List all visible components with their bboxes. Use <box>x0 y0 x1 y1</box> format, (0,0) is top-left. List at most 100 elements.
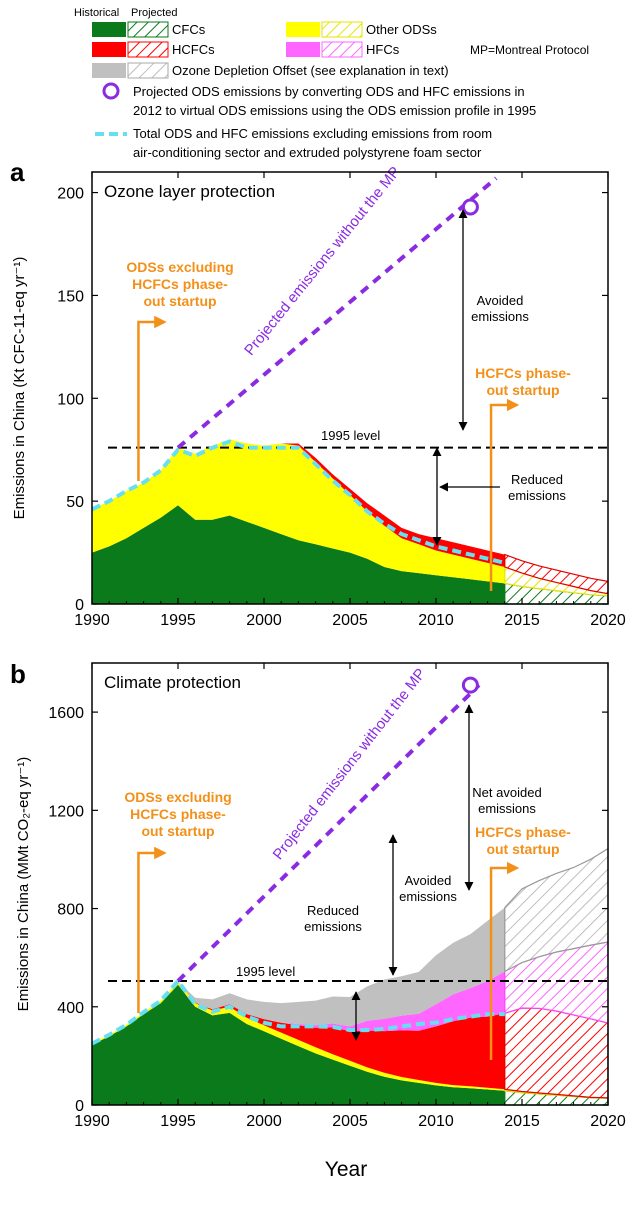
legend-total-line1: Total ODS and HFC emissions excluding em… <box>133 126 492 141</box>
panel-title: Ozone layer protection <box>104 182 275 201</box>
legend-header-projected: Projected <box>131 7 177 19</box>
area-hcfcs-historical <box>92 981 505 1090</box>
x-tick-label: 1995 <box>160 1113 196 1130</box>
x-tick-label: 2005 <box>332 612 368 629</box>
legend-label-hfcs: HFCs <box>366 42 400 57</box>
legend-swatch-offset-projected <box>127 62 169 79</box>
y-tick-label: 800 <box>57 902 84 919</box>
projected-line <box>176 176 498 450</box>
y-axis-label: Emissions in China (Kt CFC-11-eq yr⁻¹) <box>11 257 28 520</box>
avoided-emissions-label: Avoided <box>405 873 452 888</box>
x-axis-label: Year <box>325 1158 367 1181</box>
y-tick-label: 1200 <box>48 803 84 820</box>
panel-title: Climate protection <box>104 673 241 692</box>
legend-swatch-other-historical <box>286 22 320 37</box>
area-hfcs-historical <box>92 971 505 1044</box>
total-excluding-line <box>91 977 505 1046</box>
legend-swatch-hfcs-projected <box>321 41 363 58</box>
x-tick-label: 2020 <box>590 1113 626 1130</box>
phaseout-label: ODSs excluding <box>124 789 231 805</box>
y-tick-label: 0 <box>75 1098 84 1115</box>
phaseout-label: HCFCs phase- <box>475 824 571 840</box>
phaseout-label: HCFCs phase- <box>130 806 226 822</box>
legend-label-cfcs: CFCs <box>172 22 206 37</box>
legend-swatch-cfcs-historical <box>92 22 126 37</box>
y-tick-label: 100 <box>57 391 84 408</box>
avoided-emissions-label: emissions <box>399 889 457 904</box>
x-tick-label: 2020 <box>590 612 626 629</box>
x-tick-label: 1990 <box>74 612 110 629</box>
legend-swatch-offset-historical <box>92 63 126 78</box>
legend-projected-marker <box>102 82 120 100</box>
area-cfcs-historical <box>92 984 505 1105</box>
projected-marker <box>461 676 479 694</box>
x-tick-label: 2005 <box>332 1113 368 1130</box>
phaseout-label: out startup <box>143 293 216 309</box>
phaseout-arrow <box>137 846 167 1013</box>
x-tick-label: 2000 <box>246 612 282 629</box>
legend-total-line2: air-conditioning sector and extruded pol… <box>133 145 482 160</box>
y-tick-label: 200 <box>57 186 84 203</box>
reduced-emissions-label: Reduced <box>511 472 563 487</box>
x-tick-label: 1995 <box>160 612 196 629</box>
panel-b-plot: 1995 level Projected emissions without th… <box>15 662 626 1130</box>
phaseout-label: out startup <box>141 823 214 839</box>
legend-header-historical: Historical <box>74 7 119 19</box>
projected-marker <box>461 198 479 216</box>
y-tick-label: 0 <box>75 597 84 614</box>
phaseout-label: HCFCs phase- <box>132 276 228 292</box>
legend-swatch-other-projected <box>321 21 363 38</box>
legend-swatch-hfcs-historical <box>286 42 320 57</box>
legend-projected-line2: 2012 to virtual ODS emissions using the … <box>133 103 536 118</box>
legend-label-other-odss: Other ODSs <box>366 22 437 37</box>
net-avoided-emissions-label: emissions <box>478 801 536 816</box>
legend-projected-line1: Projected ODS emissions by converting OD… <box>133 84 525 99</box>
projected-line-label: Projected emissions without the MP <box>270 665 430 863</box>
phaseout-label: HCFCs phase- <box>475 365 571 381</box>
legend-label-hcfcs: HCFCs <box>172 42 215 57</box>
panel-b-letter: b <box>10 659 26 689</box>
legend-swatch-hcfcs-historical <box>92 42 126 57</box>
x-tick-label: 2015 <box>504 1113 540 1130</box>
x-tick-label: 1990 <box>74 1113 110 1130</box>
y-tick-label: 50 <box>66 494 84 511</box>
panel-a-letter: a <box>10 157 25 187</box>
phaseout-arrow <box>489 861 520 1060</box>
legend-swatch-cfcs-projected <box>127 21 169 38</box>
legend: Historical Projected CFCs HCFCs Ozone De… <box>74 7 589 160</box>
x-tick-label: 2015 <box>504 612 540 629</box>
legend-mp-note: MP=Montreal Protocol <box>470 43 589 57</box>
x-tick-label: 2010 <box>418 1113 454 1130</box>
reduced-emissions-label: emissions <box>304 919 362 934</box>
net-avoided-emissions-label: Net avoided <box>472 785 541 800</box>
y-tick-label: 1600 <box>48 705 84 722</box>
y-tick-label: 150 <box>57 288 84 305</box>
legend-label-offset: Ozone Depletion Offset (see explanation … <box>172 63 449 78</box>
y-axis-label: Emissions in China (MMt CO₂-eq yr⁻¹) <box>15 757 32 1012</box>
avoided-emissions-label: Avoided <box>477 293 524 308</box>
area-cfcs-historical <box>92 505 505 604</box>
x-tick-label: 2000 <box>246 1113 282 1130</box>
phaseout-label: out startup <box>486 382 559 398</box>
reduced-emissions-label: emissions <box>508 488 566 503</box>
reduced-emissions-label: Reduced <box>307 903 359 918</box>
level-1995-label: 1995 level <box>236 964 295 979</box>
projected-line <box>176 683 481 983</box>
y-tick-label: 400 <box>57 1000 84 1017</box>
area-other-odss-historical <box>92 439 505 584</box>
x-tick-label: 2010 <box>418 612 454 629</box>
panel-b: b 1995 level Projected emissions without … <box>10 659 626 1130</box>
phaseout-arrow <box>489 398 520 591</box>
level-1995-label: 1995 level <box>321 428 380 443</box>
phaseout-label: ODSs excluding <box>126 259 233 275</box>
phaseout-label: out startup <box>486 841 559 857</box>
area-hcfcs-projected <box>504 1007 609 1099</box>
area-ozone-depletion-offset-historical <box>92 907 505 1044</box>
legend-swatch-hcfcs-projected <box>127 41 169 58</box>
avoided-emissions-label: emissions <box>471 309 529 324</box>
phaseout-arrow <box>137 315 167 481</box>
total-excluding-line <box>91 439 506 565</box>
